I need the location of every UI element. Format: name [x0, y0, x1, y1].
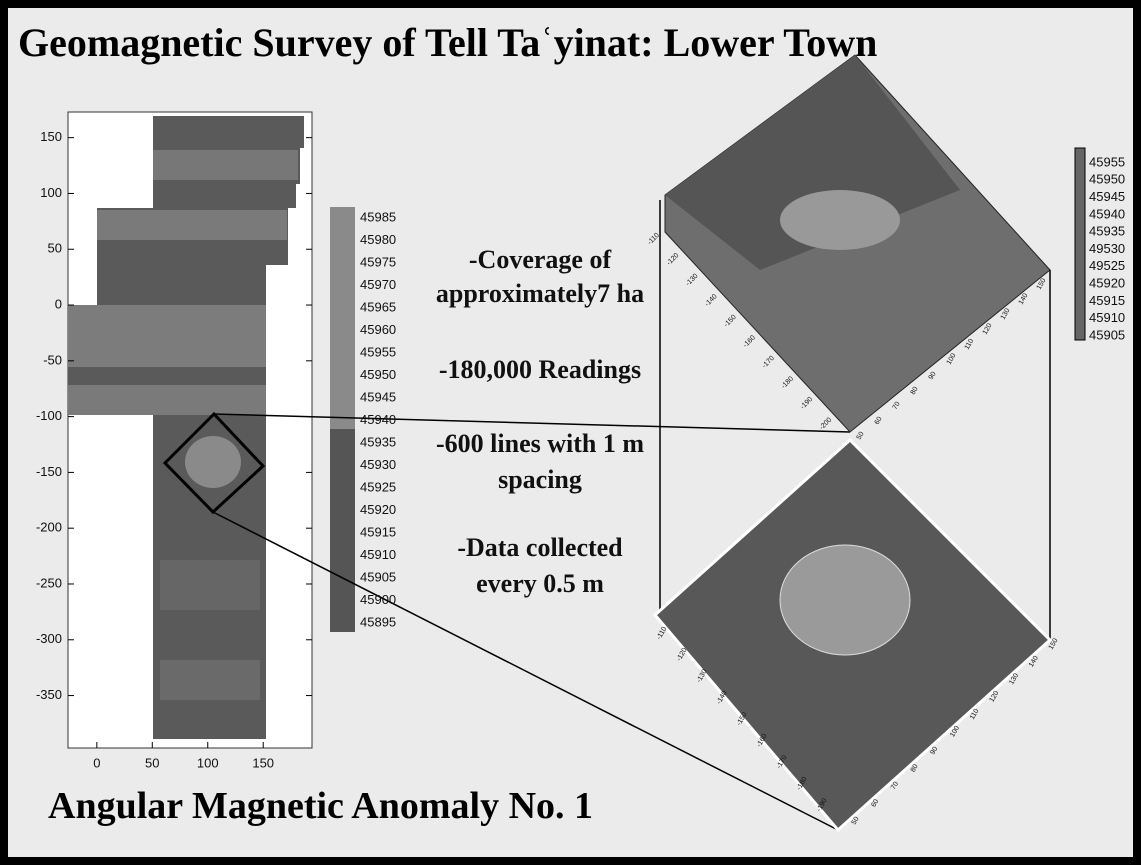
colorbar-label: 45965 — [360, 299, 396, 314]
y-tick-label: -100 — [36, 408, 62, 423]
small-tick-label: 120 — [982, 322, 994, 336]
surface-colorbar-label: 45945 — [1089, 189, 1125, 204]
surface-colorbar-label: 49530 — [1089, 241, 1125, 256]
band — [68, 305, 266, 367]
small-tick-label: 80 — [910, 763, 920, 773]
colorbar-label: 45935 — [360, 434, 396, 449]
colorbar-label: 45910 — [360, 547, 396, 562]
bullet-text: -600 lines with 1 m — [436, 429, 644, 458]
band — [153, 150, 298, 180]
colorbar-label: 45955 — [360, 344, 396, 359]
bullet-text: spacing — [498, 465, 582, 494]
small-tick-label: 110 — [964, 338, 976, 351]
x-tick-label: 150 — [252, 755, 274, 770]
x-tick-label: 0 — [93, 755, 100, 770]
contour-anomaly — [779, 544, 911, 656]
colorbar-label: 45950 — [360, 367, 396, 382]
y-tick-label: 100 — [40, 185, 62, 200]
y-tick-label: -250 — [36, 575, 62, 590]
y-tick-label: 50 — [48, 241, 62, 256]
small-tick-label: 50 — [851, 816, 861, 826]
y-tick-label: -150 — [36, 464, 62, 479]
colorbar-label: 45985 — [360, 209, 396, 224]
colorbar-label: 45945 — [360, 389, 396, 404]
survey-map — [67, 111, 313, 749]
colorbar-label: 45895 — [360, 614, 396, 629]
y-tick-label: 150 — [40, 129, 62, 144]
surface-colorbar-label: 45905 — [1089, 327, 1125, 342]
surface-colorbar-label: 45950 — [1089, 172, 1125, 187]
surface-colorbar-label: 45935 — [1089, 224, 1125, 239]
bullet-text: -180,000 Readings — [439, 355, 641, 384]
small-tick-label: 100 — [946, 352, 958, 366]
surface-anomaly — [780, 190, 900, 250]
colorbar-lower — [330, 429, 355, 632]
small-tick-label: 60 — [870, 798, 880, 808]
y-tick-label: -50 — [43, 352, 62, 367]
x-tick-label: 100 — [197, 755, 219, 770]
y-tick-label: -350 — [36, 687, 62, 702]
small-tick-label: 110 — [969, 708, 981, 721]
small-tick-label: 140 — [1018, 292, 1030, 306]
band — [97, 210, 287, 240]
x-tick-label: 50 — [145, 755, 159, 770]
bullet-text: -Data collected — [457, 533, 623, 562]
y-tick-label: 0 — [55, 296, 62, 311]
colorbar-label: 45925 — [360, 479, 396, 494]
colorbar-label: 45900 — [360, 592, 396, 607]
colorbar-label: 45975 — [360, 254, 396, 269]
bullet-text: approximately7 ha — [436, 279, 644, 308]
surface-colorbar — [1074, 147, 1086, 341]
colorbar-label: 45940 — [360, 412, 396, 427]
colorbar-label: 45980 — [360, 232, 396, 247]
anomaly — [185, 436, 241, 488]
bullet-text: -Coverage of — [469, 245, 612, 274]
small-tick-label: 60 — [874, 416, 884, 426]
colorbar-label: 45930 — [360, 457, 396, 472]
surface-colorbar-label: 45940 — [1089, 206, 1125, 221]
small-tick-label: 140 — [1028, 655, 1040, 669]
connector — [213, 413, 851, 433]
surface-colorbar-label: 45915 — [1089, 293, 1125, 308]
y-tick-label: -300 — [36, 631, 62, 646]
surface-colorbar-label: 45910 — [1089, 310, 1125, 325]
small-tick-label: 90 — [928, 371, 938, 381]
small-tick-label: 100 — [949, 725, 961, 739]
small-tick-label: 120 — [989, 690, 1001, 704]
small-tick-label: 70 — [890, 781, 900, 791]
small-tick-label: 150 — [1036, 277, 1048, 291]
surface-colorbar-label: 45920 — [1089, 276, 1125, 291]
colorbar-label: 45905 — [360, 569, 396, 584]
surface-colorbar-label: 45955 — [1089, 154, 1125, 169]
small-tick-label: 90 — [929, 746, 939, 756]
colorbar-label: 45970 — [360, 277, 396, 292]
small-tick-label: 50 — [856, 431, 866, 441]
colorbar-label: 45915 — [360, 524, 396, 539]
connectors — [212, 200, 1051, 831]
small-tick-label: 80 — [910, 386, 920, 396]
band — [160, 660, 260, 700]
colorbar-label: 45960 — [360, 322, 396, 337]
surface-colorbar-label: 49525 — [1089, 258, 1125, 273]
colorbar-upper — [330, 207, 355, 429]
bullet-text: every 0.5 m — [476, 569, 604, 598]
subtitle: Angular Magnetic Anomaly No. 1 — [48, 785, 593, 827]
small-tick-label: 130 — [1008, 672, 1020, 686]
small-tick-label: 130 — [1000, 307, 1012, 321]
band — [68, 385, 266, 415]
title: Geomagnetic Survey of Tell Taʿyinat: Low… — [18, 20, 877, 65]
colorbar-label: 45920 — [360, 502, 396, 517]
y-tick-label: -200 — [36, 520, 62, 535]
small-tick-label: 70 — [892, 401, 902, 411]
band — [160, 560, 260, 610]
small-tick-label: 150 — [1048, 637, 1060, 651]
connector — [212, 511, 839, 831]
